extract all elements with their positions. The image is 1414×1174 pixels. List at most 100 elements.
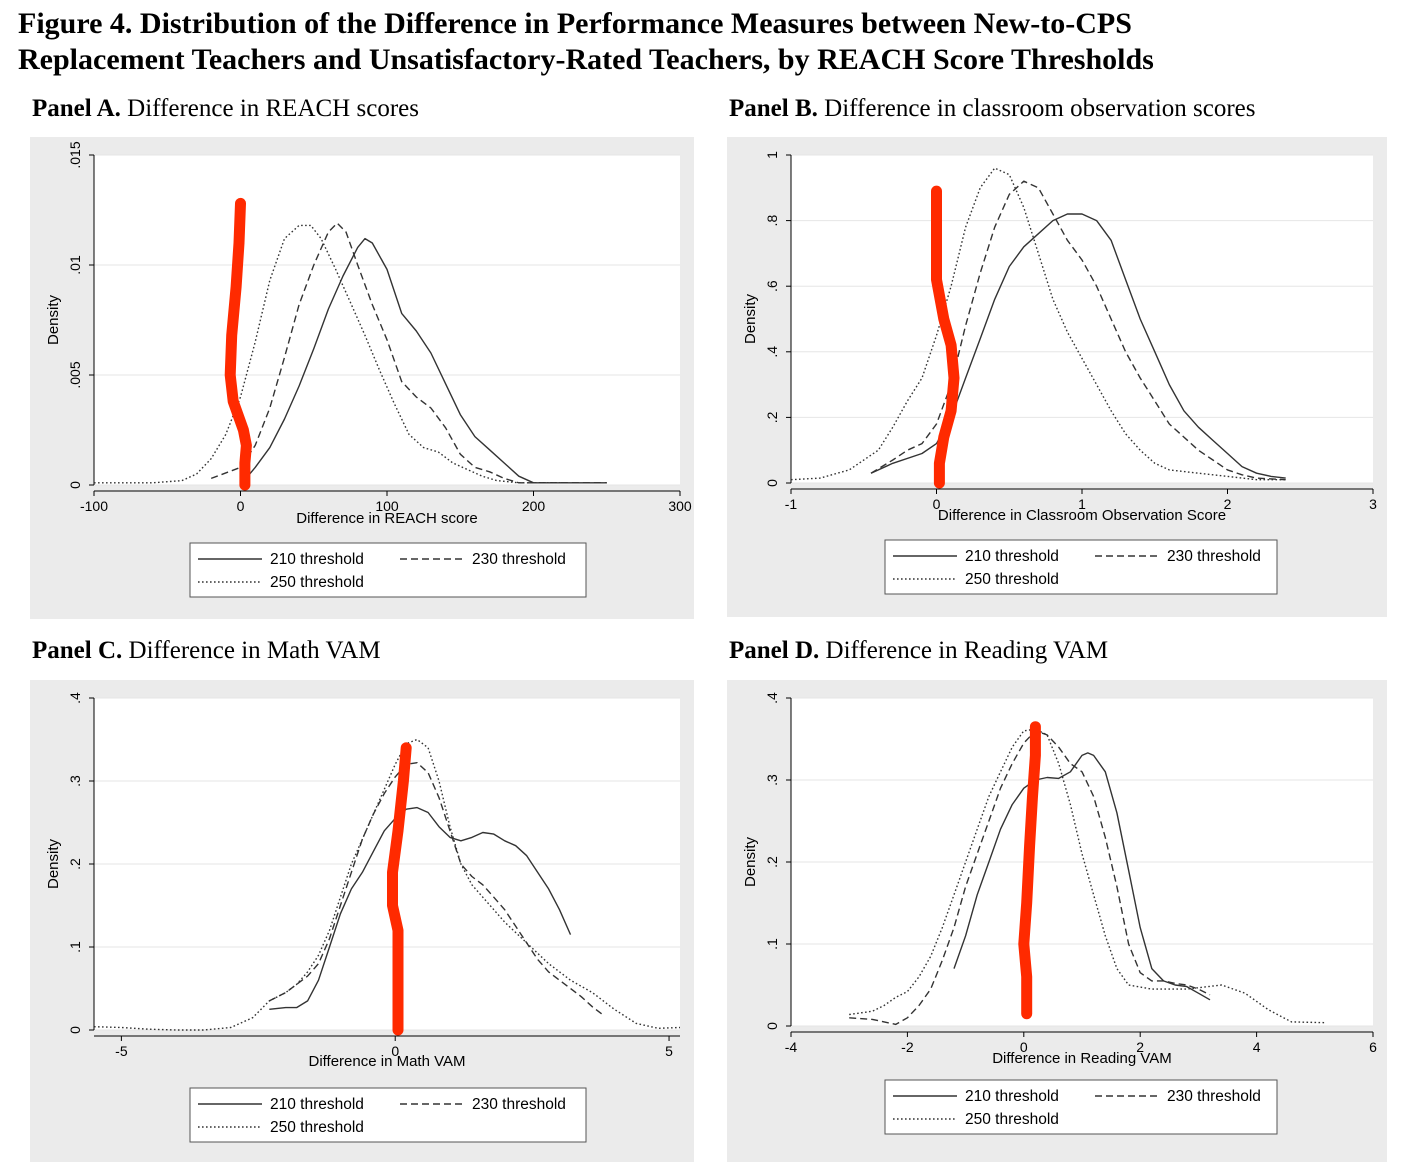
y-axis-title: Density <box>742 293 759 344</box>
panel-a-chart: 0 .005 .01 .015 -100 0 100 200 300 Difference in … <box>30 137 694 619</box>
panel-d-heading: Panel D. Difference in Reading VAM <box>729 637 1108 665</box>
x-tick-label: 3 <box>1369 496 1377 512</box>
legend-label: 230 threshold <box>1167 1088 1261 1105</box>
y-tick-label: 1 <box>764 151 780 159</box>
y-tick-label: .3 <box>764 774 780 786</box>
legend-label: 210 threshold <box>965 548 1059 565</box>
x-tick-label: 200 <box>522 498 546 514</box>
panel-c-heading: Panel C. Difference in Math VAM <box>32 637 381 665</box>
y-tick-label: .3 <box>67 775 83 787</box>
y-tick-label: 0 <box>764 479 780 487</box>
legend-label: 250 threshold <box>270 574 364 591</box>
panel-a-label: Panel A. <box>32 95 121 122</box>
y-tick-label: .2 <box>67 858 83 870</box>
legend-label: 230 threshold <box>472 1096 566 1113</box>
legend-label: 250 threshold <box>270 1119 364 1136</box>
figure-title: Figure 4. Distribution of the Difference… <box>18 6 1398 78</box>
y-tick-label: .01 <box>67 255 83 275</box>
y-tick-label: 0 <box>764 1022 780 1030</box>
legend-label: 250 threshold <box>965 1111 1059 1128</box>
y-tick-label: .2 <box>764 411 780 423</box>
panel-c-title: Difference in Math VAM <box>128 637 381 664</box>
plot-area <box>94 155 680 485</box>
panel-a-title: Difference in REACH scores <box>127 95 419 122</box>
legend-box <box>884 1079 1278 1135</box>
series-line-250-threshold <box>790 167 1286 481</box>
panel-c-svg: 0 .1 .2 .3 .4 -5 0 5 Difference in Math VAM Densi… <box>45 692 681 1143</box>
figure-title-line-1: Figure 4. Distribution of the Difference… <box>18 7 1132 40</box>
panel-b-title: Difference in classroom observation scor… <box>824 95 1256 122</box>
red-annotation-line <box>931 185 960 489</box>
x-tick-label: -4 <box>785 1039 798 1055</box>
x-tick-label: 0 <box>391 1043 399 1059</box>
x-axis-title: Difference in Math VAM <box>308 1053 465 1070</box>
y-axis-title: Density <box>45 838 62 889</box>
panel-b-svg: 0 .2 .4 .6 .8 1 -1 0 1 2 3 Difference in Classroom … <box>742 151 1377 595</box>
panel-b-heading: Panel B. Difference in classroom observa… <box>729 95 1256 123</box>
x-tick-label: 5 <box>665 1043 673 1059</box>
series-line-230-threshold <box>870 180 1286 481</box>
y-tick-label: .1 <box>764 938 780 950</box>
y-tick-label: .2 <box>764 856 780 868</box>
panel-c-chart: 0 .1 .2 .3 .4 -5 0 5 Difference in Math VAM Densi… <box>30 680 694 1162</box>
x-tick-label: 0 <box>933 496 941 512</box>
x-tick-label: -1 <box>785 496 798 512</box>
panel-b-label: Panel B. <box>729 95 818 122</box>
legend-box <box>189 542 587 598</box>
y-axis-title: Density <box>742 836 759 887</box>
y-tick-label: .015 <box>67 141 83 168</box>
series-line-230-threshold <box>268 762 604 1016</box>
panel-b-chart: 0 .2 .4 .6 .8 1 -1 0 1 2 3 Difference in Classroom … <box>727 137 1387 617</box>
x-tick-label: 6 <box>1369 1039 1377 1055</box>
legend-box <box>189 1087 587 1143</box>
legend-label: 210 threshold <box>965 1088 1059 1105</box>
x-tick-label: 2 <box>1136 1039 1144 1055</box>
series-line-210-threshold <box>239 237 607 486</box>
red-annotation-line <box>1018 721 1041 1020</box>
legend-label: 210 threshold <box>270 551 364 568</box>
series-line-210-threshold <box>269 806 572 1010</box>
y-tick-label: .4 <box>67 692 83 704</box>
panel-c-label: Panel C. <box>32 637 123 664</box>
plot-area <box>791 155 1373 483</box>
legend-label: 230 threshold <box>472 551 566 568</box>
x-axis-title: Difference in Reading VAM <box>992 1050 1172 1067</box>
legend-label: 210 threshold <box>270 1096 364 1113</box>
series-line-230-threshold <box>210 222 607 484</box>
y-tick-label: .4 <box>764 346 780 358</box>
panel-d-svg: 0 .1 .2 .3 .4 -4 -2 0 2 4 6 Difference in Reading V… <box>742 692 1377 1135</box>
red-annotation-line <box>387 742 412 1036</box>
x-tick-label: -2 <box>901 1039 914 1055</box>
x-tick-label: 2 <box>1224 496 1232 512</box>
x-axis-title: Difference in REACH score <box>296 510 477 527</box>
panel-d-chart: 0 .1 .2 .3 .4 -4 -2 0 2 4 6 Difference in Reading V… <box>727 680 1387 1162</box>
series-line-250-threshold <box>849 728 1327 1024</box>
x-tick-label: -100 <box>80 498 108 514</box>
y-tick-label: 0 <box>67 481 83 489</box>
x-tick-label: 300 <box>668 498 692 514</box>
panel-d-title: Difference in Reading VAM <box>825 637 1109 664</box>
red-annotation-line <box>224 197 252 491</box>
x-tick-label: 1 <box>1078 496 1086 512</box>
x-axis-title: Difference in Classroom Observation Scor… <box>938 507 1226 524</box>
panel-a-heading: Panel A. Difference in REACH scores <box>32 95 419 123</box>
legend-box <box>884 539 1278 595</box>
y-axis-title: Density <box>45 294 62 345</box>
panel-d-label: Panel D. <box>729 637 820 664</box>
y-tick-label: 0 <box>67 1026 83 1034</box>
y-tick-label: .005 <box>67 361 83 388</box>
y-tick-label: .8 <box>764 215 780 227</box>
y-tick-label: .4 <box>764 692 780 704</box>
figure-title-line-2: Replacement Teachers and Unsatisfactory-… <box>18 43 1154 76</box>
series-line-230-threshold <box>849 730 1211 1026</box>
panel-a-svg: 0 .005 .01 .015 -100 0 100 200 300 Difference in … <box>45 141 692 598</box>
series-line-210-threshold <box>870 213 1286 479</box>
y-tick-label: .1 <box>67 941 83 953</box>
x-tick-label: 0 <box>1020 1039 1028 1055</box>
y-tick-label: .6 <box>764 280 780 292</box>
legend-label: 230 threshold <box>1167 548 1261 565</box>
x-tick-label: 0 <box>237 498 245 514</box>
series-line-250-threshold <box>93 738 681 1031</box>
x-tick-label: 100 <box>375 498 399 514</box>
legend-label: 250 threshold <box>965 571 1059 588</box>
